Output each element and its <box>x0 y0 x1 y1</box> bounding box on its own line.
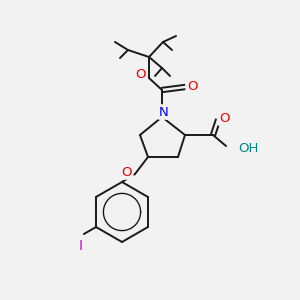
Text: O: O <box>187 80 197 94</box>
Text: O: O <box>136 68 146 82</box>
Text: O: O <box>122 166 132 178</box>
Text: O: O <box>219 112 229 124</box>
Text: I: I <box>79 239 83 253</box>
Text: N: N <box>159 106 169 118</box>
Text: OH: OH <box>238 142 258 154</box>
